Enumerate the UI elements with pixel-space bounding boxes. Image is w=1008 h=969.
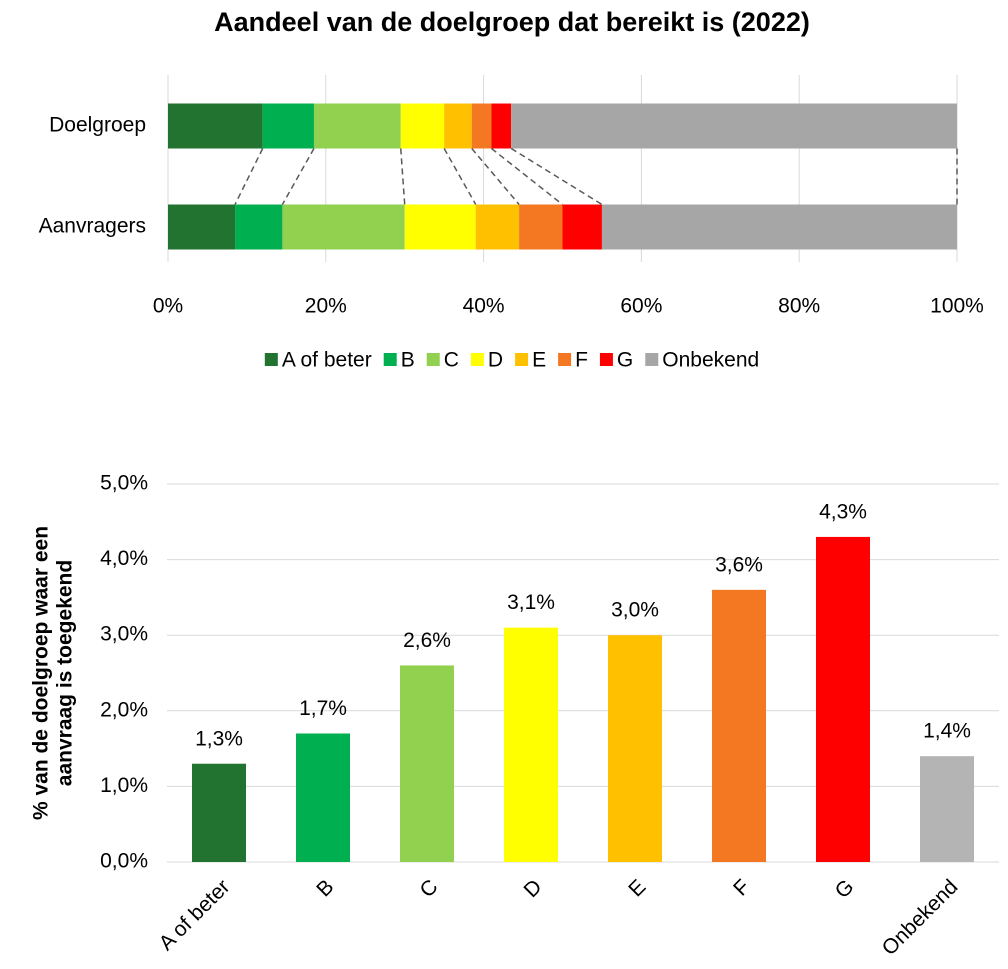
x-tick-label: F xyxy=(729,875,754,900)
bar xyxy=(296,733,350,862)
x-tick-label: 20% xyxy=(305,295,347,318)
x-tick-label: 40% xyxy=(463,295,505,318)
bar-segment xyxy=(471,103,492,149)
bar-segment xyxy=(519,204,563,250)
connector xyxy=(443,148,477,205)
bar xyxy=(712,589,766,862)
value-label: 2,6% xyxy=(403,629,451,652)
x-tick-label: G xyxy=(831,875,859,903)
value-label: 1,7% xyxy=(299,697,347,720)
legend-swatch xyxy=(470,353,484,366)
x-tick-label: 100% xyxy=(930,295,984,318)
bar-segment xyxy=(282,204,405,250)
bar xyxy=(504,627,558,862)
bar-segment xyxy=(491,103,512,149)
x-tick-label: B xyxy=(312,875,338,901)
bar-segment xyxy=(262,103,314,149)
y-tick-label: 3,0% xyxy=(100,623,148,646)
legend-label: Onbekend xyxy=(662,349,759,372)
bar xyxy=(920,756,974,862)
bar-segment xyxy=(511,103,957,149)
y-tick-label: 0,0% xyxy=(100,850,148,873)
legend-swatch xyxy=(264,353,278,366)
y-tick-label: Doelgroep xyxy=(49,114,146,137)
bar-segment xyxy=(562,204,602,250)
bar-segment xyxy=(168,204,236,250)
value-label: 3,6% xyxy=(715,553,763,576)
legend-label: D xyxy=(488,349,503,372)
connector xyxy=(491,147,563,206)
x-tick-label: 60% xyxy=(620,295,662,318)
bar-segment xyxy=(404,204,476,250)
y-tick-label: Aanvragers xyxy=(39,215,146,238)
x-tick-label: A of beter xyxy=(155,875,235,955)
connector xyxy=(234,148,264,205)
connector xyxy=(400,148,406,205)
value-label: 3,0% xyxy=(611,599,659,622)
legend-label: E xyxy=(532,349,546,372)
bar-segment xyxy=(444,103,472,149)
y-tick-label: 2,0% xyxy=(100,698,148,721)
bar-segment xyxy=(601,204,957,250)
legend-swatch xyxy=(558,353,572,366)
x-tick-label: D xyxy=(519,875,546,902)
x-tick-label: E xyxy=(624,875,650,901)
legend-swatch xyxy=(599,353,613,366)
legend-label: G xyxy=(617,349,633,372)
x-tick-label: 80% xyxy=(778,295,820,318)
legend-swatch xyxy=(645,353,659,366)
y-tick-label: 1,0% xyxy=(100,774,148,797)
legend-label: A of beter xyxy=(282,349,372,372)
bar-segment xyxy=(313,103,401,149)
value-label: 1,3% xyxy=(195,727,243,750)
y-axis-label: % van de doelgroep waar een xyxy=(30,526,53,820)
bar-segment xyxy=(235,204,283,250)
legend-swatch xyxy=(515,353,529,366)
legend-label: F xyxy=(575,349,588,372)
y-tick-label: 4,0% xyxy=(100,547,148,570)
legend-swatch xyxy=(426,353,440,366)
bar xyxy=(608,635,662,862)
connector xyxy=(510,147,603,206)
bar-segment xyxy=(168,103,263,149)
bar-segment xyxy=(400,103,445,149)
value-label: 3,1% xyxy=(507,591,555,614)
chart-title: Aandeel van de doelgroep dat bereikt is … xyxy=(214,7,810,37)
x-tick-label: Onbekend xyxy=(878,875,963,960)
bar xyxy=(192,763,246,862)
legend-label: B xyxy=(401,349,415,372)
y-tick-label: 5,0% xyxy=(100,472,148,495)
bar-segment xyxy=(475,204,520,250)
value-label: 1,4% xyxy=(923,720,971,743)
x-tick-label: C xyxy=(415,875,442,902)
bar xyxy=(816,536,870,862)
x-tick-label: 0% xyxy=(153,295,183,318)
connector xyxy=(281,148,315,205)
connector xyxy=(471,148,520,205)
legend-swatch xyxy=(383,353,397,366)
bar xyxy=(400,665,454,862)
y-axis-label: aanvraag is toegekend xyxy=(54,560,77,786)
value-label: 4,3% xyxy=(819,500,867,523)
legend-label: C xyxy=(444,349,459,372)
